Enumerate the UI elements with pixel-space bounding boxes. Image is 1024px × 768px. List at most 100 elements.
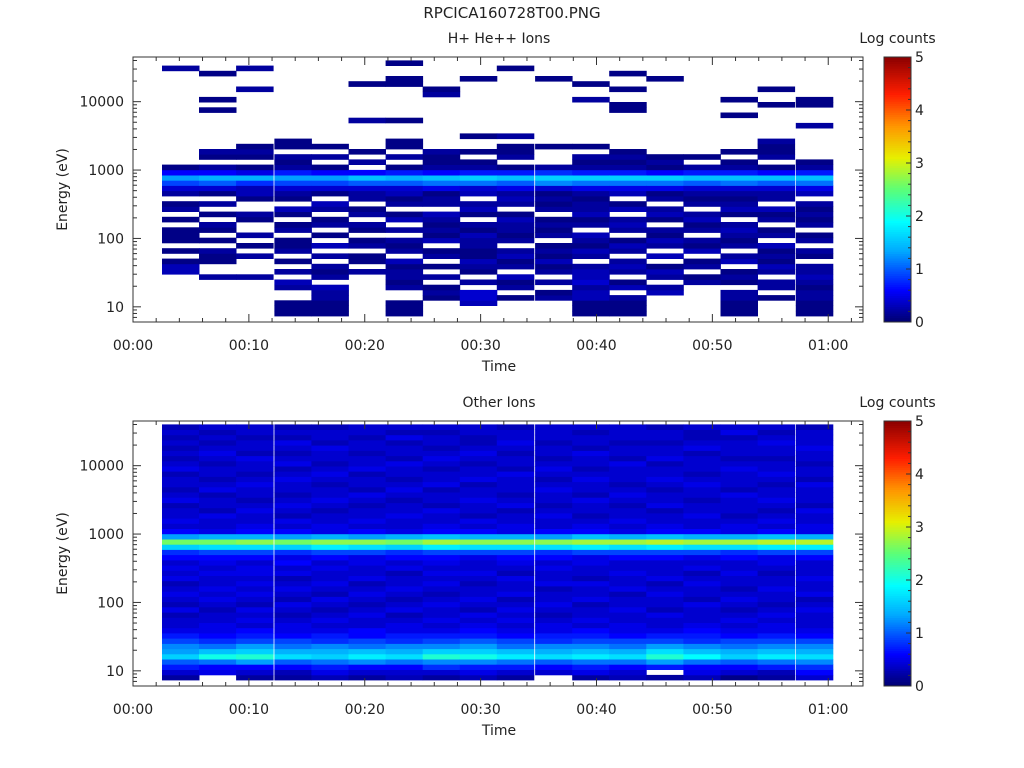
heatmap-cell (572, 211, 610, 218)
colorbar-segment (884, 491, 911, 495)
colorbar-segment (884, 110, 911, 113)
heatmap-cell (720, 180, 758, 186)
colorbar-segment (884, 458, 911, 462)
colorbar-segment (884, 302, 911, 305)
colorbar-segment (884, 502, 911, 506)
heatmap-cell (199, 580, 237, 587)
heatmap-cell (646, 565, 684, 571)
heatmap-cell (535, 216, 573, 223)
heatmap-cell (496, 440, 535, 446)
x-tick-label: 00:40 (576, 338, 616, 354)
heatmap-cell (496, 424, 535, 430)
y-tick-label: 100 (97, 595, 124, 611)
heatmap-cell (385, 201, 424, 207)
heatmap-cell (274, 185, 312, 192)
colorbar-segment (884, 273, 911, 277)
heatmap-cell (646, 648, 684, 655)
colorbar-segment (884, 147, 911, 151)
heatmap-cell (311, 460, 349, 467)
heatmap-cell (757, 263, 796, 270)
heatmap-cell (422, 466, 461, 472)
heatmap-cell (795, 471, 834, 477)
heatmap-cell (311, 440, 349, 446)
heatmap-cell (496, 528, 535, 535)
colorbar-segment (884, 222, 911, 226)
heatmap-cell (274, 471, 312, 477)
heatmap-cell (496, 295, 535, 301)
heatmap-cell (795, 216, 834, 223)
heatmap-cell (720, 201, 758, 207)
heatmap-cell (646, 497, 684, 504)
heatmap-cell (385, 460, 424, 467)
heatmap-cell (274, 539, 312, 545)
heatmap-cell (496, 617, 535, 623)
colorbar-segment (884, 527, 911, 530)
heatmap-cell (720, 429, 758, 436)
heatmap-cell (348, 533, 386, 540)
heatmap-cell (609, 429, 647, 436)
colorbar-segment (884, 597, 911, 601)
heatmap-cell (162, 533, 200, 540)
colorbar-segment (884, 156, 911, 160)
colorbar-segment (884, 630, 911, 634)
heatmap-cell (757, 533, 796, 540)
colorbar-segment (884, 577, 911, 581)
heatmap-cell (459, 253, 498, 259)
x-tick-label: 00:50 (692, 702, 732, 718)
colorbar-segment (884, 449, 911, 453)
heatmap-cell (385, 243, 424, 249)
heatmap-cell (757, 659, 796, 665)
heatmap-cell (720, 586, 758, 592)
colorbar-frame (883, 420, 912, 687)
heatmap-cell (385, 154, 424, 160)
colorbar-segment (884, 269, 911, 272)
heatmap-cell (199, 227, 237, 233)
colorbar-segment (884, 432, 911, 435)
heatmap-cell (646, 523, 684, 529)
heatmap-cell (572, 549, 610, 556)
heatmap-cell (236, 627, 274, 634)
heatmap-cell (348, 612, 386, 618)
heatmap-cell (646, 653, 684, 660)
heatmap-cell (609, 466, 647, 472)
heatmap-cell (757, 664, 796, 670)
colorbar-segment (884, 72, 911, 76)
heatmap-cell (385, 627, 424, 634)
heatmap-cell (496, 450, 535, 457)
heatmap-cell (348, 149, 386, 155)
heatmap-cell (720, 185, 758, 192)
heatmap-cell (459, 492, 498, 498)
heatmap-cell (236, 190, 274, 197)
heatmap-cell (348, 227, 386, 233)
heatmap-cell (385, 596, 424, 603)
heatmap-cell (683, 274, 721, 280)
heatmap-cell (720, 289, 758, 296)
heatmap-cell (348, 180, 386, 186)
heatmap-cell (757, 586, 796, 592)
colorbar-segment (884, 297, 911, 301)
heatmap-cell (720, 227, 758, 233)
heatmap-cell (199, 486, 237, 493)
heatmap-cell (199, 96, 237, 103)
heatmap-cell (311, 424, 349, 430)
heatmap-cell (609, 575, 647, 582)
heatmap-cell (459, 674, 498, 681)
colorbar-segment (884, 476, 911, 479)
x-tick-label: 00:30 (460, 338, 500, 354)
heatmap-cell (795, 513, 834, 519)
heatmap-cell (311, 274, 349, 280)
heatmap-cell (199, 440, 237, 446)
heatmap-cell (757, 143, 796, 150)
heatmap-cell (385, 258, 424, 265)
heatmap-cell (274, 445, 312, 451)
heatmap-cell (274, 243, 312, 249)
heatmap-cell (609, 190, 647, 197)
heatmap-cell (385, 580, 424, 587)
heatmap-cell (572, 565, 610, 571)
heatmap-cell (311, 185, 349, 192)
heatmap-cell (496, 164, 535, 171)
heatmap-cell (609, 476, 647, 483)
heatmap-cell (199, 253, 237, 259)
heatmap-cell (348, 471, 386, 477)
heatmap-cell (795, 211, 834, 218)
